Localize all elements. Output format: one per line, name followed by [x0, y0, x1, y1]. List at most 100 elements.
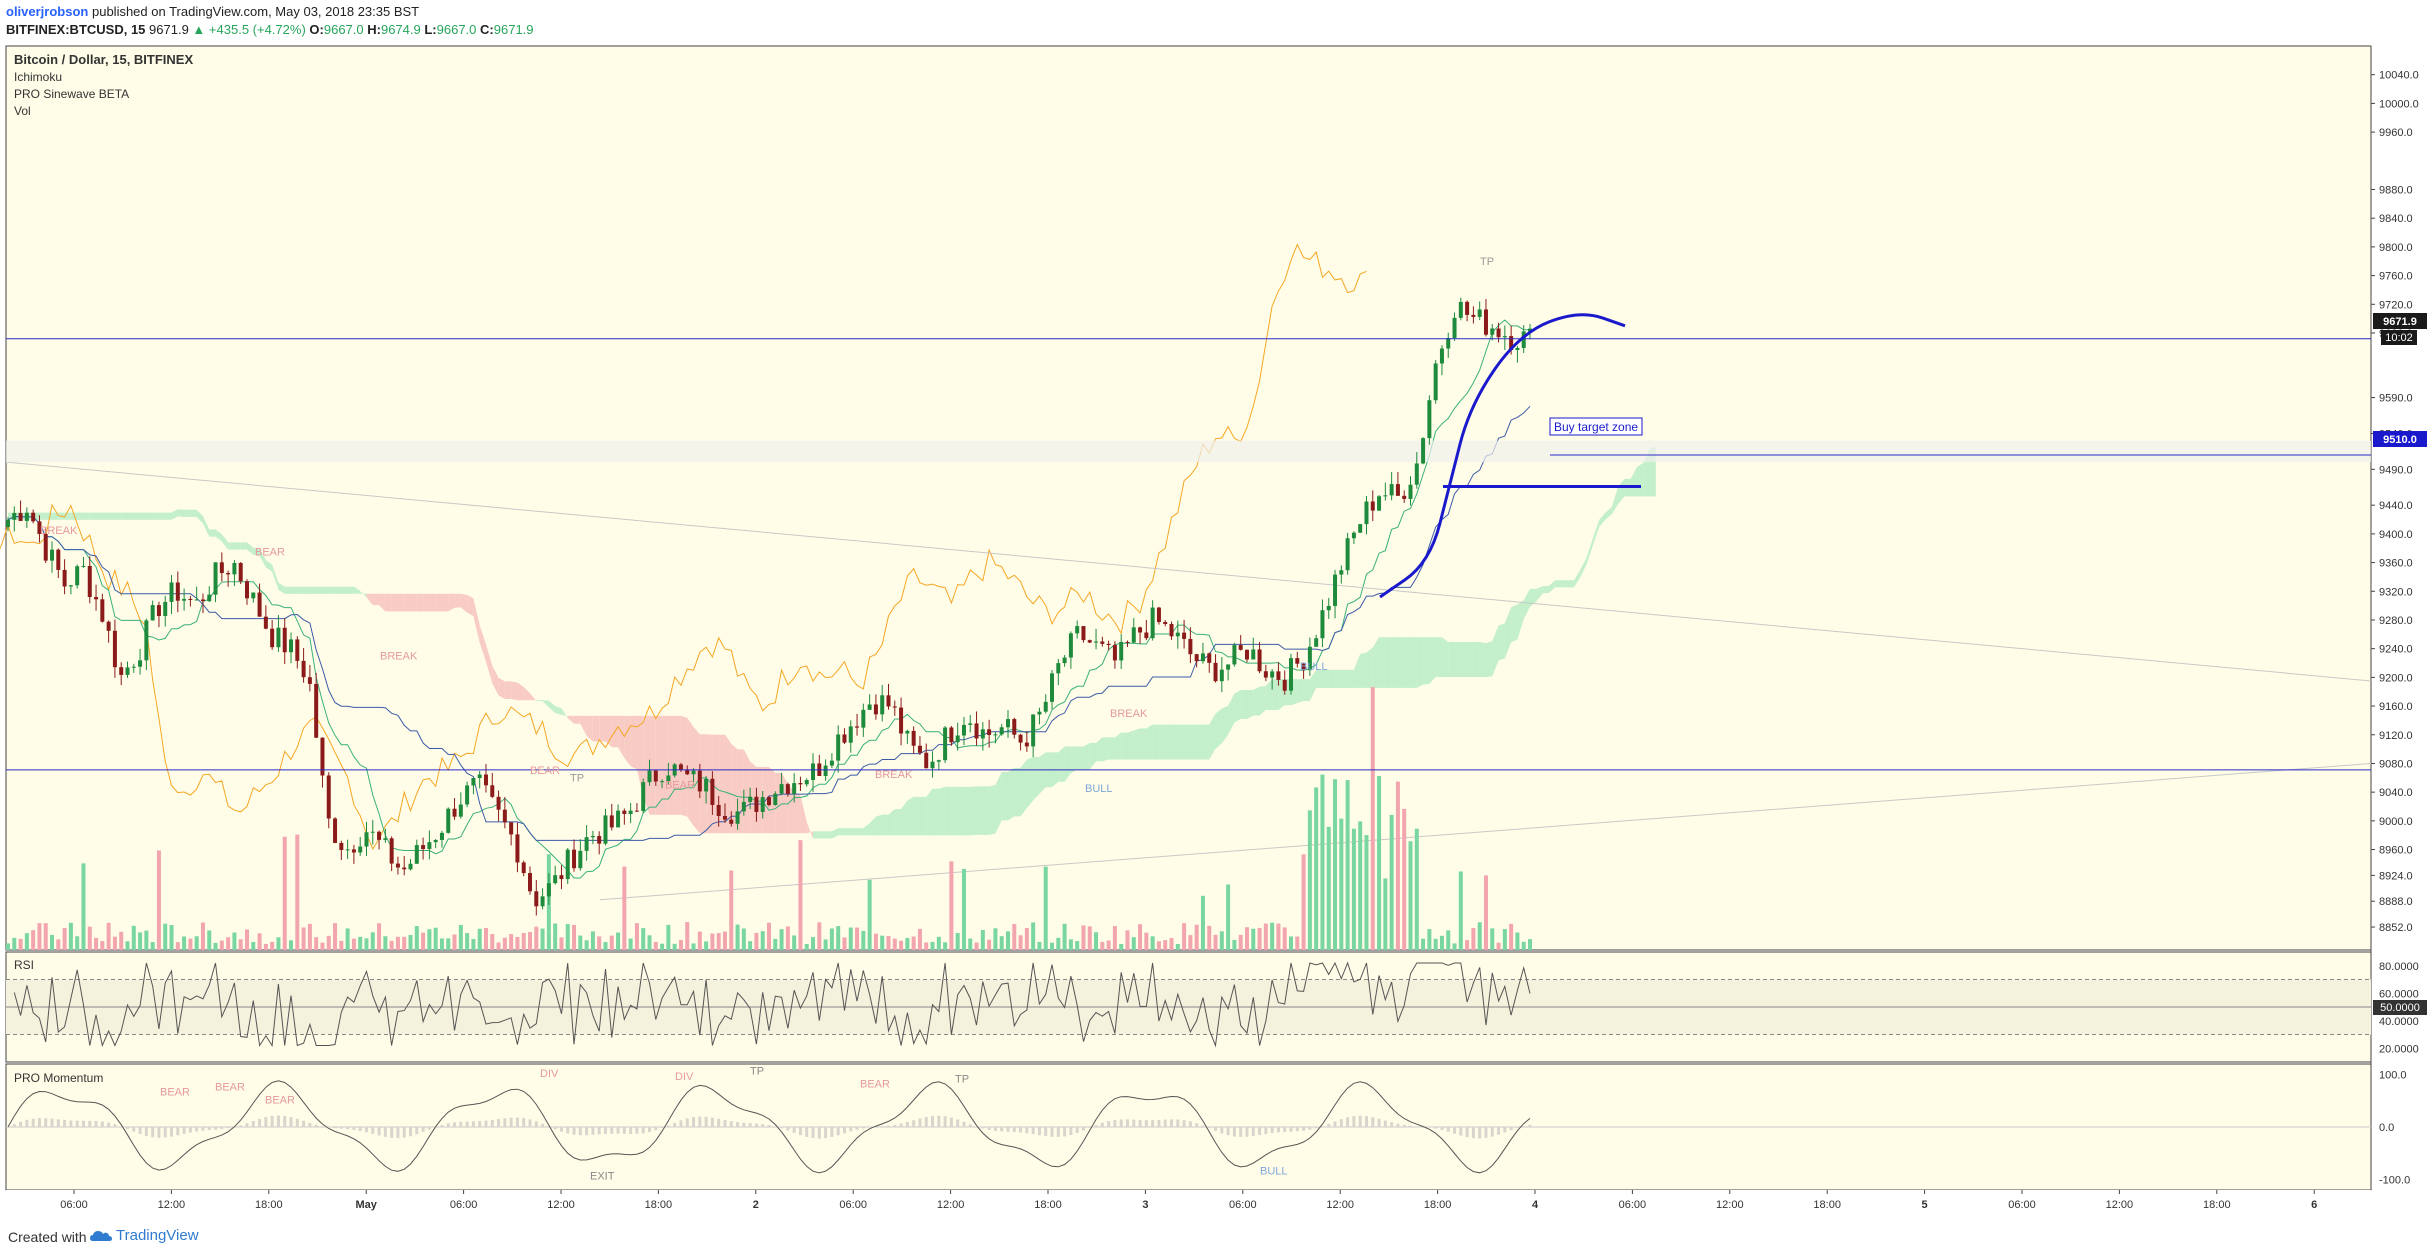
- candle-body: [930, 761, 935, 769]
- candle-body: [1289, 658, 1294, 691]
- cloud-bull-segment: [1372, 637, 1380, 688]
- volume-bar: [1232, 939, 1237, 950]
- cloud-bull-segment: [158, 512, 166, 520]
- cloud-bull-segment: [140, 512, 147, 520]
- volume-bar: [1125, 930, 1130, 950]
- volume-bar: [75, 936, 80, 950]
- chart-area[interactable]: BREAK BEAR BREAK BEAR BEAR BREAK BREAK BULL BULL…: [0, 42, 2429, 1222]
- volume-bar: [641, 928, 646, 950]
- volume-bar: [1276, 923, 1281, 950]
- cloud-bull-segment: [1574, 569, 1581, 588]
- momentum-hist-bar: [1031, 1127, 1035, 1135]
- candle-body: [496, 796, 501, 810]
- candle-body: [1314, 638, 1319, 647]
- momentum-hist-bar: [25, 1119, 29, 1127]
- volume-bar: [842, 937, 847, 950]
- momentum-hist-bar: [666, 1125, 670, 1127]
- cloud-bear-segment: [454, 593, 461, 608]
- candle-body: [370, 831, 375, 833]
- candle-body: [1458, 301, 1463, 318]
- cloud-bull-segment: [1366, 647, 1373, 688]
- candle-body: [150, 605, 155, 621]
- volume-bar: [6, 943, 10, 950]
- cloud-bull-segment: [284, 586, 292, 594]
- volume-bar: [1414, 828, 1419, 950]
- cloud-bull-segment: [341, 586, 348, 594]
- cloud-bear-segment: [574, 715, 581, 724]
- signal-label: BREAK: [875, 769, 913, 781]
- momentum-hist-bar: [453, 1122, 457, 1127]
- volume-bar: [540, 928, 545, 950]
- candle-body: [1182, 632, 1187, 639]
- candle-body: [936, 760, 941, 762]
- time-axis[interactable]: [6, 1190, 2371, 1218]
- candle-body: [804, 780, 809, 785]
- volume-bar: [974, 942, 979, 950]
- tradingview-brand-text: TradingView: [116, 1227, 199, 1244]
- open-label: O:: [309, 22, 324, 37]
- candle-body: [873, 704, 878, 715]
- candle-body: [917, 745, 922, 753]
- volume-bar: [968, 938, 973, 950]
- change-up-icon: ▲: [192, 22, 206, 37]
- volume-bar: [1037, 941, 1042, 950]
- time-tick-label: May: [355, 1199, 377, 1211]
- candle-body: [1188, 638, 1193, 655]
- momentum-hist-bar: [1232, 1127, 1236, 1137]
- candle-body: [1509, 336, 1514, 350]
- momentum-hist-bar: [1308, 1127, 1312, 1130]
- tradingview-brand[interactable]: TradingView: [90, 1227, 199, 1244]
- candle-body: [257, 592, 262, 617]
- cloud-bull-segment: [1636, 462, 1644, 497]
- candle-body: [1414, 463, 1419, 485]
- volume-bar: [798, 840, 803, 950]
- price-pane[interactable]: [5, 45, 2372, 951]
- candle-body: [572, 849, 577, 869]
- cloud-bear-segment: [567, 715, 575, 724]
- volume-bar: [980, 929, 985, 950]
- momentum-hist-bar: [880, 1126, 884, 1127]
- volume-bar: [1024, 928, 1029, 950]
- volume-bar: [182, 936, 187, 950]
- volume-bar: [1062, 923, 1067, 950]
- candle-body: [226, 573, 231, 575]
- volume-bar: [685, 922, 690, 950]
- cloud-bull-segment: [875, 814, 883, 836]
- cloud-bull-segment: [888, 809, 895, 836]
- momentum-hist-bar: [629, 1127, 633, 1134]
- candle-body: [1502, 336, 1507, 338]
- candle-body: [955, 735, 960, 743]
- momentum-hist-bar: [1107, 1121, 1111, 1127]
- candle-body: [194, 599, 199, 601]
- candle-body: [144, 620, 149, 661]
- candle-body: [12, 512, 17, 520]
- momentum-hist-bar: [1170, 1119, 1174, 1127]
- volume-bar: [792, 935, 797, 950]
- momentum-hist-bar: [572, 1127, 576, 1135]
- price-tick-label: 9200.0: [2379, 672, 2413, 684]
- price-axis[interactable]: [2371, 46, 2429, 1190]
- candle-body: [1276, 671, 1281, 680]
- momentum-hist-bar: [1151, 1120, 1155, 1127]
- candle-body: [735, 811, 740, 824]
- cloud-bull-segment: [1272, 679, 1279, 710]
- momentum-hist-bar: [1377, 1118, 1381, 1127]
- cloud-bull-segment: [1221, 705, 1229, 744]
- cloud-bull-segment: [322, 586, 329, 594]
- cloud-bull-segment: [1335, 669, 1342, 688]
- author-link[interactable]: oliverjrobson: [6, 4, 89, 19]
- cloud-bull-segment: [1033, 756, 1040, 801]
- volume-bar: [427, 929, 432, 950]
- volume-bar: [477, 928, 482, 950]
- volume-bar: [402, 936, 407, 950]
- price-tick-label: 9240.0: [2379, 644, 2413, 656]
- cloud-bull-segment: [1127, 730, 1134, 760]
- volume-bar: [433, 927, 438, 950]
- candle-body: [301, 660, 306, 678]
- chart-svg[interactable]: BREAK BEAR BREAK BEAR BEAR BREAK BREAK BULL BULL…: [0, 42, 2429, 1222]
- cloud-bear-segment: [372, 593, 380, 606]
- momentum-hist-bar: [12, 1124, 16, 1127]
- momentum-hist-bar: [1251, 1127, 1255, 1137]
- momentum-hist-bar: [88, 1120, 92, 1127]
- buy-target-zone-box[interactable]: [1549, 417, 1643, 436]
